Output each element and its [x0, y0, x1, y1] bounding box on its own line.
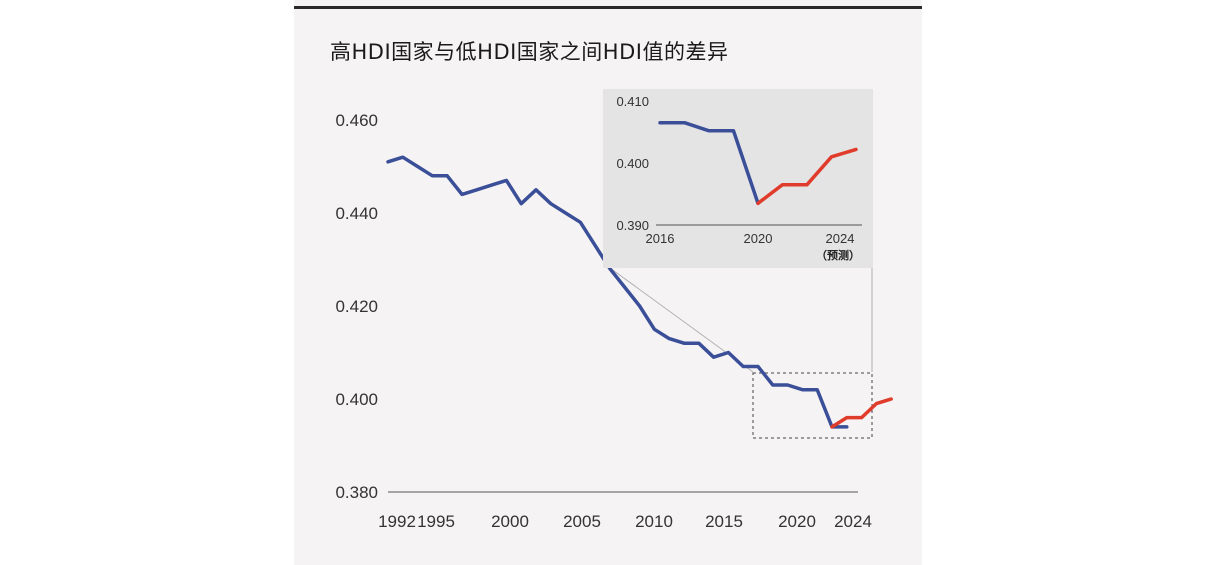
- top-rule: [294, 6, 922, 9]
- y-tick-label: 0.440: [335, 204, 378, 223]
- x-tick-label: 2015: [705, 512, 743, 531]
- y-tick-label: 0.460: [335, 111, 378, 130]
- projection-series-line: [830, 397, 893, 429]
- inset-background: [603, 89, 873, 268]
- y-tick-label: 0.380: [335, 483, 378, 502]
- x-tick-label: 1995: [417, 512, 455, 531]
- x-tick-label: 2010: [635, 512, 673, 531]
- inset-y-tick-label: 0.390: [616, 218, 649, 233]
- x-tick-label: 2005: [563, 512, 601, 531]
- inset-x-tick-label: 2024: [826, 231, 855, 246]
- x-tick-label: 2020: [778, 512, 816, 531]
- y-tick-label: 0.420: [335, 297, 378, 316]
- inset-historical-series-line: [658, 120, 760, 206]
- inset-projection-series-line: [756, 147, 858, 206]
- chart-title: 高HDI国家与低HDI国家之间HDI值的差异: [330, 40, 729, 64]
- inset-y-tick-label: 0.410: [616, 94, 649, 109]
- inset-y-tick-label: 0.400: [616, 156, 649, 171]
- inset-x-tick-label: 2020: [744, 231, 773, 246]
- y-tick-label: 0.400: [335, 390, 378, 409]
- x-tick-label: 1992: [378, 512, 416, 531]
- x-tick-label: 2000: [491, 512, 529, 531]
- x-tick-label: 2024: [834, 512, 872, 531]
- inset-projection-note: （预测）: [816, 248, 860, 262]
- inset-x-tick-label: 2016: [646, 231, 675, 246]
- historical-series-line: [386, 155, 849, 429]
